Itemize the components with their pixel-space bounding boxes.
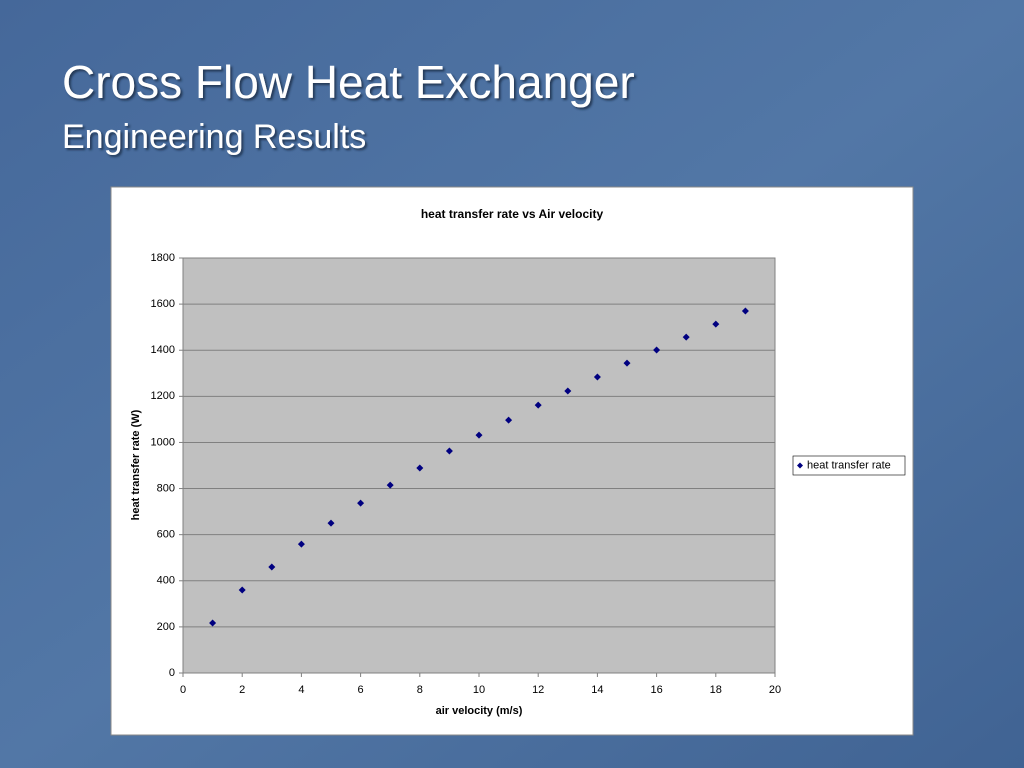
marker — [741, 307, 749, 315]
marker — [268, 563, 276, 571]
chart: heat transfer rate vs Air velocity air v… — [110, 186, 914, 736]
y-tick-label: 1800 — [151, 252, 175, 264]
legend-box — [792, 455, 906, 476]
x-tick-label: 14 — [591, 684, 603, 696]
chart-title: heat transfer rate vs Air velocity — [421, 207, 604, 221]
marker — [209, 619, 217, 627]
marker — [534, 401, 542, 409]
y-tick-label: 1000 — [151, 436, 175, 448]
x-axis-label: air velocity (m/s) — [436, 705, 523, 717]
y-tick-label: 1400 — [151, 344, 175, 356]
y-tick-label: 200 — [157, 621, 175, 633]
marker — [475, 431, 483, 439]
x-tick-label: 0 — [180, 684, 186, 696]
marker — [327, 519, 335, 527]
x-tick-label: 6 — [358, 684, 364, 696]
marker — [564, 387, 572, 395]
x-tick-label: 2 — [239, 684, 245, 696]
y-axis-label: heat transfer rate (W) — [130, 409, 142, 520]
x-tick-label: 4 — [298, 684, 304, 696]
slide-title: Cross Flow Heat Exchanger — [62, 56, 635, 108]
marker — [682, 333, 690, 341]
marker — [416, 464, 424, 472]
y-tick-label: 1600 — [151, 298, 175, 310]
marker — [357, 499, 365, 507]
x-tick-label: 10 — [473, 684, 485, 696]
marker — [445, 447, 453, 455]
plot-area — [182, 257, 776, 674]
marker — [505, 416, 513, 424]
x-tick-label: 18 — [710, 684, 722, 696]
marker — [593, 373, 601, 381]
y-tick-label: 1200 — [151, 390, 175, 402]
slide-subtitle: Engineering Results — [62, 118, 366, 156]
legend-label: heat transfer rate — [807, 459, 891, 471]
marker — [623, 359, 631, 367]
marker — [297, 540, 305, 548]
x-tick-label: 12 — [532, 684, 544, 696]
x-tick-label: 8 — [417, 684, 423, 696]
marker — [386, 481, 394, 489]
y-tick-label: 600 — [157, 529, 175, 541]
y-tick-label: 800 — [157, 482, 175, 494]
y-tick-label: 400 — [157, 575, 175, 587]
legend-marker — [797, 462, 803, 469]
marker — [238, 586, 246, 594]
x-tick-label: 16 — [650, 684, 662, 696]
y-tick-label: 0 — [169, 667, 175, 679]
x-tick-label: 20 — [769, 684, 781, 696]
marker — [653, 346, 661, 354]
marker — [712, 320, 720, 328]
